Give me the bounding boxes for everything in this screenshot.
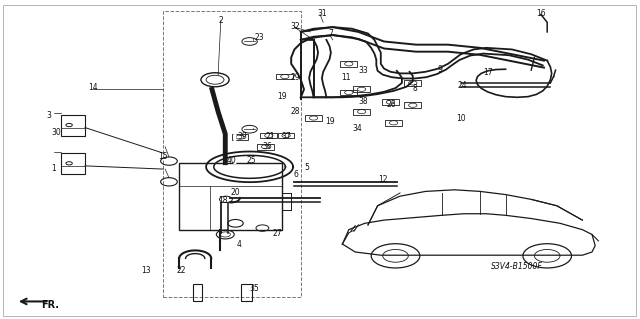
Bar (179, 163, 282, 230)
Bar (353, 86, 370, 92)
Bar (404, 102, 421, 108)
Text: 35: 35 (249, 284, 259, 293)
Bar (61, 115, 85, 136)
Text: 39: 39 (237, 132, 247, 141)
Bar (193, 284, 202, 301)
Text: 5: 5 (305, 163, 310, 172)
Bar (353, 109, 370, 115)
Text: 29: 29 (291, 73, 301, 82)
Bar (340, 90, 357, 95)
Text: 11: 11 (341, 73, 350, 82)
Text: 19: 19 (276, 92, 287, 101)
Text: S3V4-B1500F: S3V4-B1500F (492, 262, 543, 271)
Text: 2: 2 (218, 16, 223, 25)
Bar (382, 99, 399, 105)
Text: 1: 1 (51, 164, 56, 173)
Text: 18: 18 (218, 196, 227, 205)
Text: 17: 17 (483, 68, 493, 77)
Text: 21: 21 (266, 132, 275, 141)
Bar (276, 74, 293, 79)
Text: 3: 3 (47, 111, 52, 120)
Text: FR.: FR. (42, 300, 60, 310)
Bar (278, 133, 294, 138)
Bar (241, 284, 252, 301)
Text: 37: 37 (282, 132, 292, 141)
Text: 25: 25 (246, 156, 256, 165)
Text: 6: 6 (294, 170, 299, 179)
Text: 38: 38 (358, 97, 369, 106)
Text: 40: 40 (227, 156, 237, 165)
Text: 14: 14 (88, 83, 98, 92)
Text: 32: 32 (291, 22, 301, 31)
Text: 31: 31 (317, 9, 327, 18)
Text: 7: 7 (328, 29, 333, 38)
Bar (232, 134, 248, 140)
Text: 22: 22 (177, 266, 186, 275)
Bar (260, 133, 277, 138)
Bar (61, 153, 85, 174)
Text: 27: 27 (272, 229, 282, 238)
Bar (305, 115, 322, 121)
Text: 24: 24 (457, 81, 467, 90)
Bar (340, 61, 357, 67)
Bar (257, 144, 274, 150)
Text: 9: 9 (438, 65, 443, 74)
Text: 28: 28 (291, 107, 300, 115)
Text: 19: 19 (324, 117, 335, 126)
Text: 15: 15 (157, 152, 168, 161)
Text: 4: 4 (236, 240, 241, 249)
Text: 26: 26 (387, 100, 397, 109)
Bar (163, 11, 301, 297)
Text: 13: 13 (141, 266, 151, 275)
Text: 30: 30 (51, 128, 61, 137)
Bar (404, 80, 421, 86)
Text: 12: 12 (378, 175, 387, 184)
Text: 10: 10 (456, 114, 466, 123)
Text: 20: 20 (230, 189, 241, 197)
Text: 33: 33 (358, 66, 369, 75)
Text: 23: 23 (254, 33, 264, 42)
Text: 36: 36 (262, 142, 273, 151)
Bar (385, 120, 402, 126)
Text: 16: 16 (536, 9, 546, 18)
Text: 8: 8 (412, 84, 417, 93)
Text: 34: 34 (352, 124, 362, 133)
